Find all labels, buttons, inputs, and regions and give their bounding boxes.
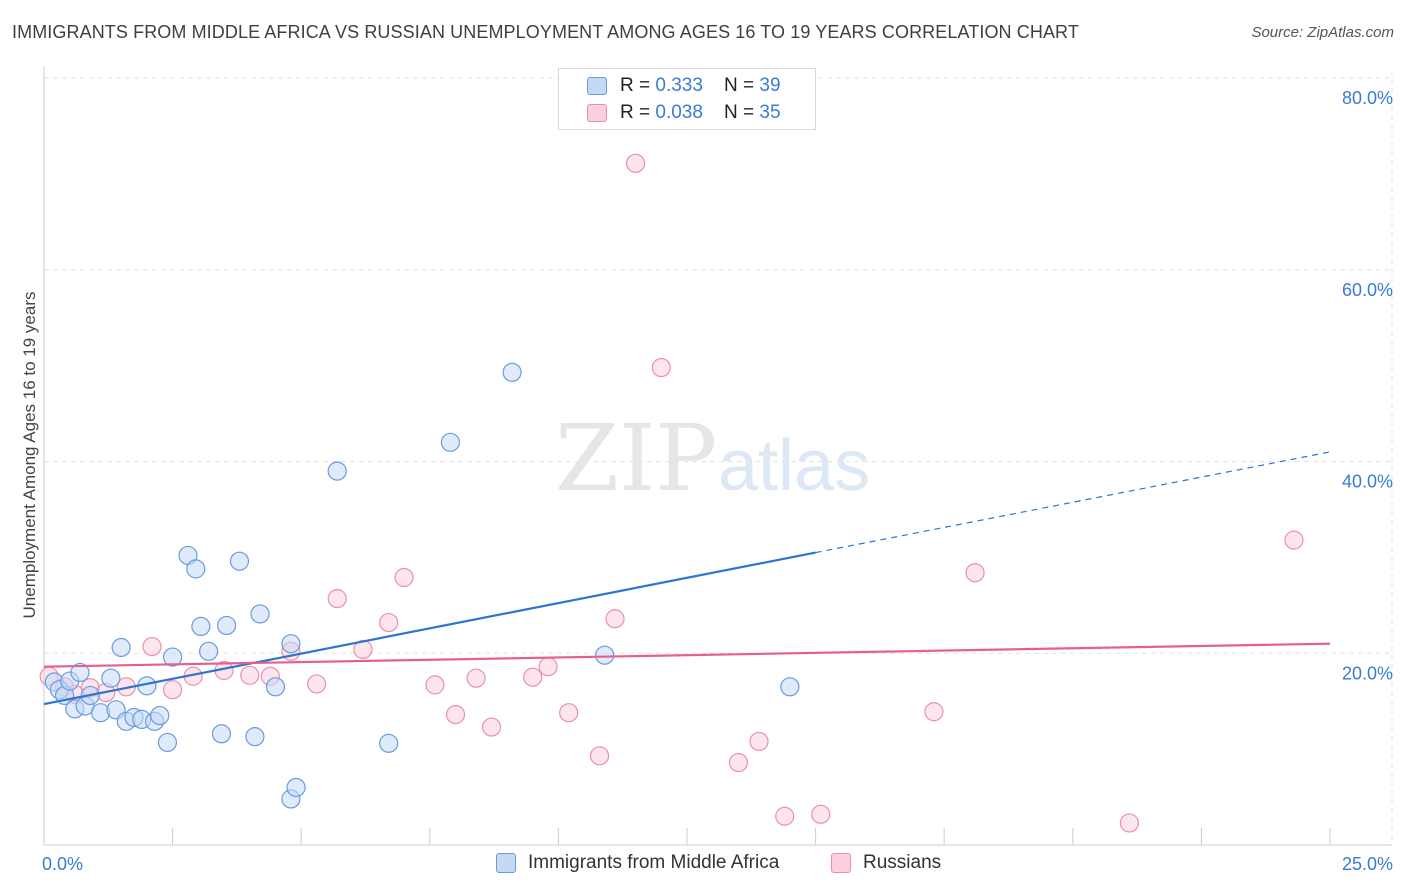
x-tick-label-max: 25.0% — [1342, 854, 1393, 874]
data-point — [728, 752, 749, 773]
trend-line-middle-africa — [43, 551, 816, 706]
data-point — [811, 804, 831, 824]
data-point — [481, 717, 502, 737]
legend-label: Russians — [863, 852, 942, 873]
data-point — [523, 667, 543, 687]
data-point — [502, 362, 522, 382]
data-point — [150, 705, 170, 726]
source-label: Source: ZipAtlas.com — [1251, 24, 1394, 41]
data-point — [163, 647, 183, 667]
trend-lines — [43, 451, 1331, 706]
data-point — [327, 461, 347, 481]
data-point — [379, 733, 399, 753]
data-point — [142, 636, 162, 657]
data-point — [605, 609, 625, 629]
data-point — [440, 432, 460, 452]
data-point — [240, 665, 260, 685]
data-point — [307, 674, 327, 694]
data-point — [651, 357, 671, 378]
data-point — [589, 746, 610, 766]
data-point — [394, 567, 414, 588]
data-point — [965, 563, 985, 583]
data-point — [217, 615, 237, 636]
data-point — [229, 551, 250, 571]
data-point — [265, 677, 286, 697]
legend-swatch-pink — [587, 104, 607, 122]
data-point — [70, 662, 90, 683]
correlation-legend: R = 0.333 N = 39 R = 0.038 N = 35 — [558, 68, 816, 130]
y-tick-label: 60.0% — [1342, 280, 1393, 300]
y-tick-label: 80.0% — [1342, 88, 1393, 108]
y-tick-label: 40.0% — [1342, 472, 1393, 492]
n-value: 39 — [759, 75, 781, 96]
y-axis-label: Unemployment Among Ages 16 to 19 years — [20, 291, 39, 619]
legend-stat-text: R = 0.038 N = 35 — [620, 102, 781, 124]
data-point — [101, 668, 121, 688]
axes — [43, 66, 1392, 846]
n-label: N = — [724, 102, 760, 123]
data-point — [1284, 530, 1304, 550]
watermark: ZIP atlas — [555, 405, 870, 512]
chart-title: IMMIGRANTS FROM MIDDLE AFRICA VS RUSSIAN… — [12, 22, 1079, 42]
data-point — [211, 724, 232, 744]
n-label: N = — [724, 75, 760, 96]
legend-label: Immigrants from Middle Africa — [528, 852, 780, 873]
data-point — [191, 616, 211, 637]
watermark-atlas: atlas — [718, 426, 870, 506]
data-point — [780, 677, 800, 697]
tick-labels: 20.0% 40.0% 60.0% 80.0% 0.0% 25.0% — [42, 88, 1393, 874]
y-tick-label: 20.0% — [1342, 663, 1393, 683]
data-point — [281, 634, 301, 654]
data-point — [186, 559, 206, 579]
r-label: R = — [620, 75, 656, 96]
x-tick-label-min: 0.0% — [42, 854, 83, 874]
legend-swatch-pink — [831, 853, 851, 873]
data-point — [327, 589, 347, 609]
data-point — [445, 705, 466, 725]
data-point — [625, 153, 646, 173]
data-point — [245, 727, 265, 747]
legend-swatch-blue — [496, 853, 516, 873]
data-point — [466, 668, 486, 688]
legend-stat-text: R = 0.333 N = 39 — [620, 75, 781, 97]
n-value: 35 — [759, 102, 781, 123]
data-point — [595, 645, 615, 665]
data-point — [749, 731, 769, 752]
legend-swatch-blue — [587, 77, 607, 95]
data-point — [111, 637, 131, 658]
data-point — [538, 657, 558, 677]
data-point — [157, 732, 178, 753]
data-point — [163, 680, 183, 700]
grid-lines — [44, 70, 1393, 845]
data-point — [379, 612, 399, 633]
trend-line-russians — [43, 642, 1331, 668]
watermark-zip: ZIP — [555, 405, 717, 512]
data-point — [250, 604, 270, 624]
data-point — [199, 641, 219, 661]
trend-line-middle-africa-extension — [815, 451, 1331, 554]
data-point — [559, 703, 579, 723]
data-point — [924, 702, 944, 722]
r-value: 0.038 — [655, 102, 703, 123]
data-point — [286, 777, 306, 798]
data-point — [425, 675, 445, 695]
r-label: R = — [620, 102, 656, 123]
data-point — [775, 806, 795, 826]
data-point — [1119, 813, 1139, 833]
r-value: 0.333 — [655, 75, 703, 96]
